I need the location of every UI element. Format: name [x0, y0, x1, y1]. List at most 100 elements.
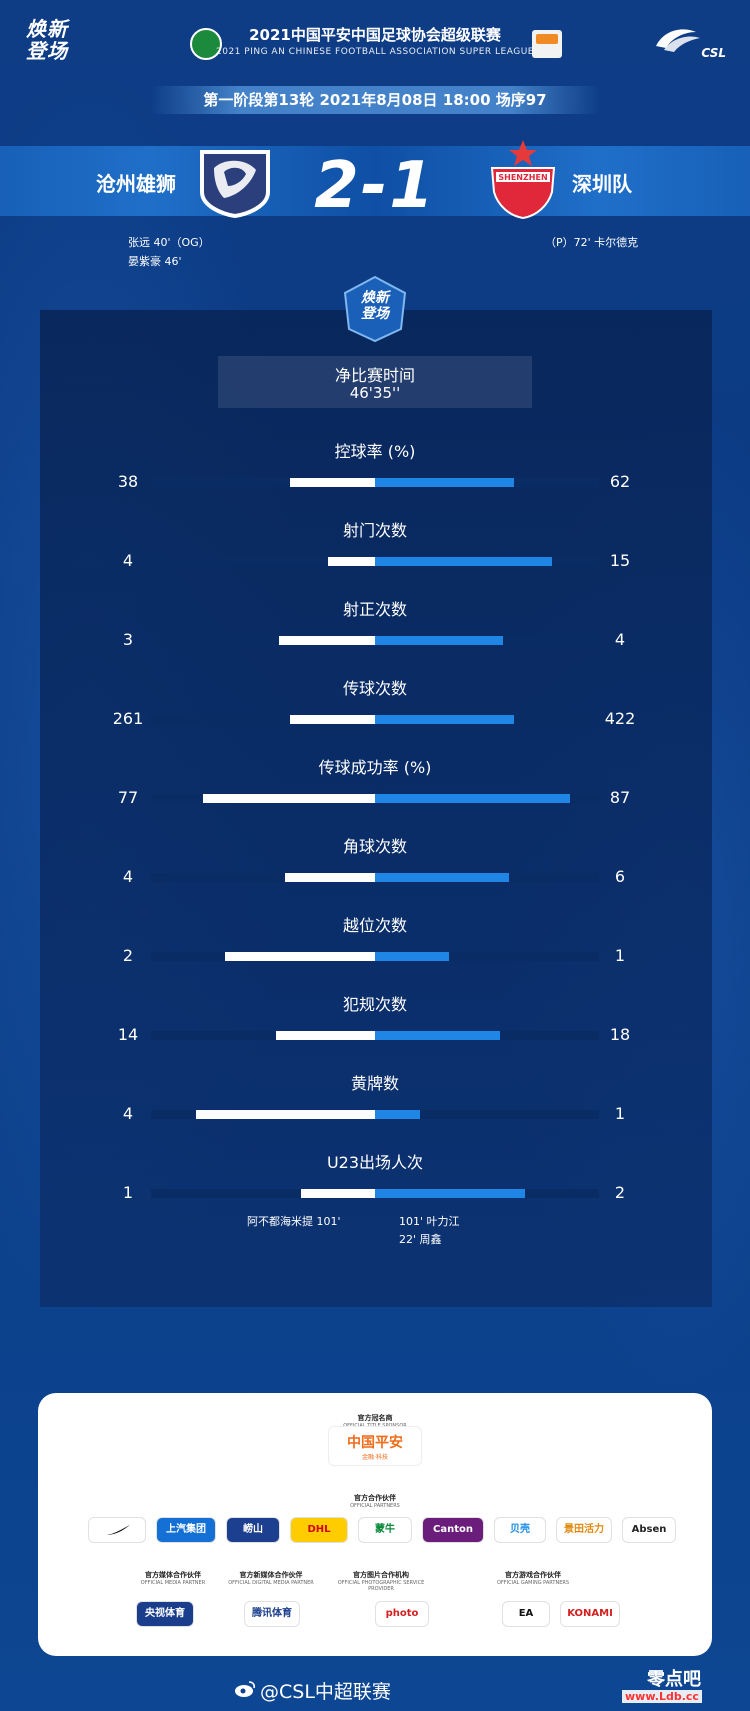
partner-logo: 贝壳	[494, 1517, 546, 1543]
stat-bar-home	[290, 715, 375, 724]
caption-en: OFFICIAL MEDIA PARTNER	[140, 1580, 206, 1586]
stat-value-away: 6	[614, 867, 626, 886]
partner-logo: 蒙牛	[358, 1517, 412, 1543]
panel-badge-text: 焕新 登场	[343, 290, 407, 322]
partner-logo: Absen	[622, 1517, 676, 1543]
stat-bar-home	[328, 557, 375, 566]
partner-group-caption: 官方媒体合作伙伴 OFFICIAL MEDIA PARTNER	[118, 1570, 228, 1586]
stat-label: U23出场人次	[326, 1153, 424, 1172]
stat-label: 控球率 (%)	[334, 442, 416, 461]
stat-label: 越位次数	[342, 916, 407, 935]
away-scorers: （P）72' 卡尔德克	[545, 233, 638, 252]
media-partner-logo: 腾讯体育	[244, 1601, 300, 1627]
stat-value-away: 18	[609, 1025, 631, 1044]
caption-cn: 官方合作伙伴	[354, 1494, 396, 1502]
caption-en: OFFICIAL DIGITAL MEDIA PARTNER	[228, 1580, 314, 1586]
watermark-url: www.Ldb.cc	[622, 1690, 702, 1703]
stat-value-home: 38	[117, 472, 139, 491]
title-sponsor-logo: 中国平安 金融·科技	[328, 1426, 422, 1466]
csl-logo-text: CSL	[701, 46, 726, 60]
caption-en: OFFICIAL GAMING PARTNERS	[496, 1580, 570, 1586]
stat-label: 黄牌数	[350, 1074, 399, 1093]
caption-cn: 官方游戏合作伙伴	[505, 1571, 561, 1579]
league-subtitle: 2021 PING AN CHINESE FOOTBALL ASSOCIATIO…	[216, 47, 534, 57]
weibo-icon	[235, 1681, 256, 1697]
stat-bar-home	[225, 952, 375, 961]
stat-bar-away	[375, 1031, 500, 1040]
partner-logo: 崂山	[226, 1517, 280, 1543]
home-scorer-item: 晏紫豪 46'	[128, 255, 182, 268]
weibo-handle[interactable]: @CSL中超联赛	[260, 1681, 391, 1703]
stat-label: 传球成功率 (%)	[318, 758, 432, 777]
partner-group-caption: 官方图片合作机构 OFFICIAL PHOTOGRAPHIC SERVICE PR…	[326, 1570, 436, 1592]
u23-home-player: 阿不都海米提 101'	[247, 1215, 341, 1228]
stat-label: 传球次数	[342, 679, 407, 698]
round-info: 第一阶段第13轮 2021年8月08日 18:00 场序97	[150, 86, 600, 114]
net-time-label: 净比赛时间	[334, 366, 415, 385]
panel-badge-icon	[343, 275, 407, 343]
stat-bar-away	[375, 636, 503, 645]
caption-cn: 官方媒体合作伙伴	[145, 1571, 201, 1579]
brand-logo-text: 焕新 登场	[26, 18, 86, 62]
stat-value-home: 14	[117, 1025, 139, 1044]
swoosh-icon	[104, 1525, 130, 1535]
media-partner-logo: KONAMI	[560, 1601, 620, 1627]
stat-bar-away	[375, 952, 449, 961]
media-partner-logo: 央视体育	[136, 1601, 194, 1627]
watermark-text: 零点吧	[647, 1669, 701, 1690]
title-sponsor-name: 中国平安	[347, 1435, 403, 1451]
cfa-emblem-icon	[190, 28, 222, 60]
stat-value-away: 1	[614, 1104, 626, 1123]
stat-bar-home	[276, 1031, 375, 1040]
stat-bar-home	[203, 794, 375, 803]
stat-bar-away	[375, 794, 570, 803]
score-band	[0, 146, 750, 216]
partner-logo: Canton	[422, 1517, 484, 1543]
stats-panel	[40, 310, 712, 1307]
home-team-name: 沧州雄狮	[96, 172, 176, 196]
partner-group-caption: 官方新媒体合作伙伴 OFFICIAL DIGITAL MEDIA PARTNER	[216, 1570, 326, 1586]
caption-cn: 官方冠名商	[357, 1414, 393, 1422]
stat-bar-away	[375, 1110, 420, 1119]
home-team-crest-icon	[200, 150, 270, 218]
match-score: 2-1	[314, 149, 436, 223]
stat-label: 角球次数	[342, 837, 407, 856]
stat-value-home: 4	[122, 551, 134, 570]
u23-home-players: 阿不都海米提 101'	[247, 1213, 341, 1231]
stat-bar-home	[301, 1189, 375, 1198]
media-partner-logo: EA	[502, 1601, 550, 1627]
caption-cn: 官方新媒体合作伙伴	[239, 1571, 303, 1579]
pingan-emblem-icon	[532, 30, 562, 58]
stat-bar-away	[375, 1189, 525, 1198]
stat-value-away: 62	[609, 472, 631, 491]
stat-value-home: 1	[122, 1183, 134, 1202]
stat-label: 射正次数	[342, 600, 407, 619]
net-time-value: 46'35''	[349, 384, 401, 402]
away-crest-text: SHENZHEN	[498, 173, 547, 182]
stat-value-home: 2	[122, 946, 134, 965]
partner-group-caption: 官方游戏合作伙伴 OFFICIAL GAMING PARTNERS	[468, 1570, 598, 1586]
stat-label: 射门次数	[342, 521, 407, 540]
brand-text: 焕新 登场	[26, 17, 68, 63]
caption-cn: 官方图片合作机构	[353, 1571, 409, 1579]
partner-logo: 上汽集团	[156, 1517, 216, 1543]
stat-value-home: 4	[122, 1104, 134, 1123]
stat-bar-away	[375, 478, 514, 487]
stat-value-home: 261	[112, 709, 144, 728]
csl-logo-icon	[656, 29, 700, 52]
stat-bar-away	[375, 715, 514, 724]
home-scorers: 张远 40'（OG） 晏紫豪 46'	[128, 233, 210, 271]
partner-logo: DHL	[290, 1517, 348, 1543]
away-team-crest-icon: SHENZHEN	[490, 140, 556, 220]
partner-logo: 景田活力	[556, 1517, 612, 1543]
stat-value-away: 2	[614, 1183, 626, 1202]
stat-label: 犯规次数	[342, 995, 407, 1014]
u23-away-player: 22' 周鑫	[399, 1233, 442, 1246]
u23-away-players: 101' 叶力江 22' 周鑫	[399, 1213, 460, 1249]
league-title: 2021中国平安中国足球协会超级联赛	[249, 26, 501, 44]
stat-value-away: 4	[614, 630, 626, 649]
stat-bar-home	[285, 873, 375, 882]
partner-logo	[88, 1517, 146, 1543]
stat-bar-home	[196, 1110, 375, 1119]
caption-en: OFFICIAL PARTNERS	[350, 1503, 400, 1509]
